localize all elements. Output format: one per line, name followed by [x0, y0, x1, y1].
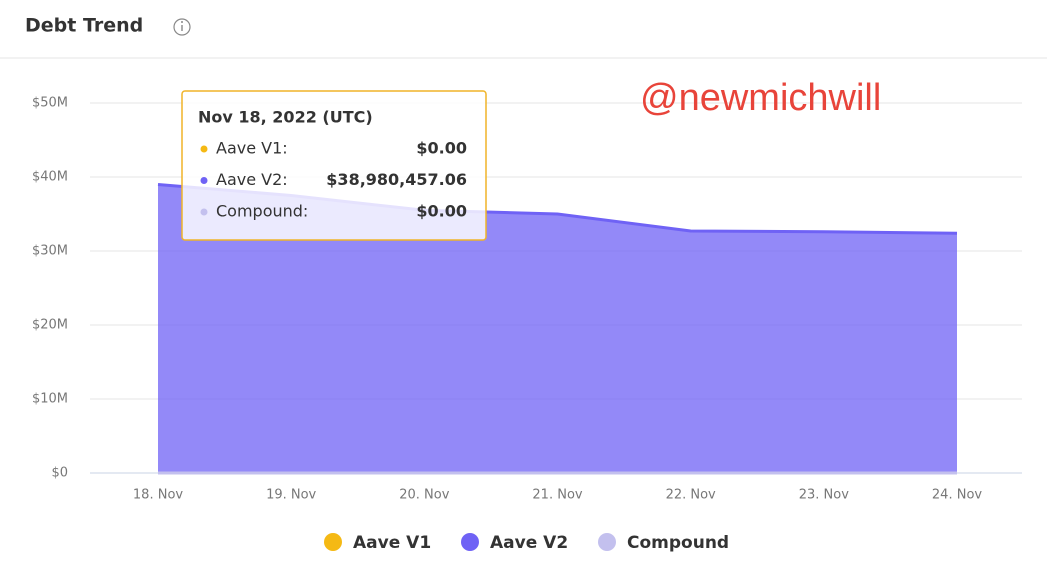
tooltip-dot [200, 177, 208, 184]
tooltip-label: Compound: [216, 202, 308, 221]
y-tick-label: $30M [32, 244, 68, 259]
x-tick-label: 20. Nov [399, 488, 449, 503]
tooltip: Nov 18, 2022 (UTC) Aave V1: $0.00 Aave V2:… [181, 90, 487, 241]
tooltip-title: Nov 18, 2022 (UTC) [198, 108, 373, 127]
x-tick-label: 24. Nov [932, 488, 982, 503]
x-tick-label: 23. Nov [799, 488, 849, 503]
tooltip-value: $38,980,457.06 [326, 170, 467, 189]
x-tick-label: 19. Nov [266, 488, 316, 503]
tooltip-dot [200, 208, 208, 216]
y-tick-label: $40M [32, 170, 68, 185]
y-tick-label: $10M [32, 392, 68, 407]
y-tick-label: $20M [32, 318, 68, 333]
legend-swatch [461, 533, 479, 551]
x-tick-label: 21. Nov [532, 488, 582, 503]
tooltip-box [181, 90, 487, 241]
legend: Aave V1 Aave V2 Compound [324, 533, 729, 553]
legend-swatch [598, 533, 616, 551]
watermark: @newmichwill [640, 77, 881, 119]
y-tick-label: $50M [32, 96, 68, 111]
info-icon[interactable] [173, 18, 191, 36]
legend-swatch [324, 533, 342, 551]
y-tick-label: $0 [51, 466, 68, 481]
legend-label[interactable]: Aave V1 [353, 533, 431, 553]
tooltip-label: Aave V1: [216, 139, 288, 158]
tooltip-label: Aave V2: [216, 170, 288, 189]
x-tick-label: 18. Nov [133, 488, 183, 503]
legend-label[interactable]: Aave V2 [490, 533, 568, 553]
tooltip-dot [200, 145, 208, 153]
plot: $0 $10M $20M $30M $40M $50M 18. Nov 19. Nov 20. … [32, 96, 1022, 503]
legend-label[interactable]: Compound [627, 533, 729, 553]
info-icon-dot [181, 21, 183, 23]
area [158, 184, 957, 473]
x-tick-label: 22. Nov [666, 488, 716, 503]
tooltip-value: $0.00 [416, 202, 467, 221]
tooltip-value: $0.00 [416, 139, 467, 158]
chart-title: Debt Trend [25, 15, 143, 37]
